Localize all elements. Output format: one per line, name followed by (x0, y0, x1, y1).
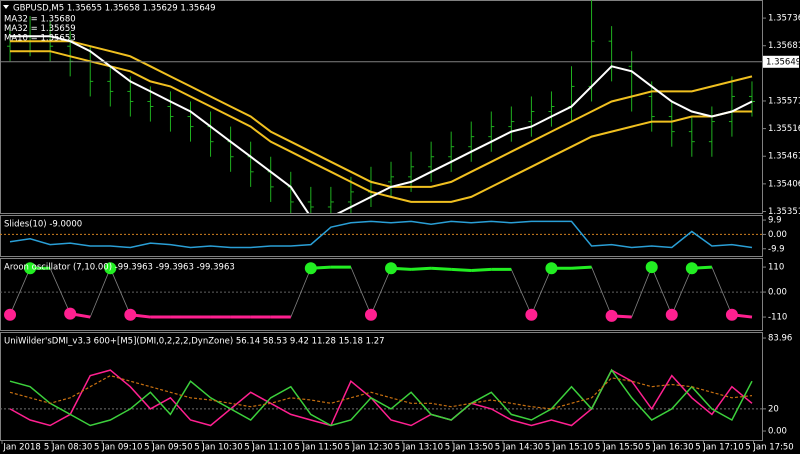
series-line (10, 35, 753, 213)
x-tick-label: 5 Jan 17:10 (695, 443, 743, 453)
y-tick-label: 110 (768, 263, 784, 273)
x-tick-label: 5 Jan 15:10 (545, 443, 593, 453)
y-tick-label: 1.35681 (768, 41, 800, 51)
aroon-dot (525, 308, 538, 321)
current-price-box (763, 55, 799, 68)
pane-plot (7, 0, 755, 213)
x-tick-label: 5 Jan 09:50 (144, 443, 192, 453)
pane-plot (0, 368, 762, 427)
x-tick-label: 5 Jan 17:50 (745, 443, 793, 453)
y-tick-label: 1.35516 (768, 124, 800, 134)
x-tick-label: 5 Jan 15:50 (595, 443, 643, 453)
aroon-segment (571, 265, 592, 270)
aroon-segment (471, 267, 492, 272)
x-tick-label: 5 Jan 2018 (0, 443, 41, 453)
legend-entry: MA32 = 1.35680 (4, 15, 76, 25)
y-tick-label: -9.9 (768, 244, 785, 254)
pane-title: Aroon oscillator (7,10.00) -99.3963 -99.… (4, 263, 235, 273)
aroon-dot (665, 308, 678, 321)
series-line (10, 40, 753, 188)
y-tick-label: 1.35406 (768, 179, 800, 189)
y-tick-label: 1.35461 (768, 152, 800, 162)
aroon-dot (304, 262, 317, 275)
aroon-dot (685, 262, 698, 275)
pane-frame (0, 332, 763, 441)
pane-frame (0, 215, 763, 257)
x-tick-label: 5 Jan 13:10 (395, 443, 443, 453)
aroon-dot (4, 308, 17, 321)
x-tick-label: 5 Jan 09:10 (94, 443, 142, 453)
aroon-dot (104, 262, 117, 275)
chart-header: GBPUSD,M5 1.35655 1.35658 1.35629 1.3564… (13, 4, 216, 14)
pane-frame (0, 0, 763, 214)
x-tick-label: 5 Jan 08:30 (44, 443, 92, 453)
series-line (9, 369, 753, 427)
y-tick-label: 83.96 (768, 334, 792, 344)
x-tick-label: 5 Jan 12:30 (344, 443, 392, 453)
y-tick-label: 0.00 (768, 288, 787, 298)
y-tick-label: 1.35351 (768, 207, 800, 217)
aroon-dot (545, 262, 558, 275)
aroon-dot (725, 308, 738, 321)
y-tick-label: -110 (768, 313, 787, 323)
y-tick-label: 9.9 (768, 216, 782, 226)
aroon-dot (385, 262, 398, 275)
series-line (10, 50, 752, 203)
aroon-segment (451, 267, 472, 272)
y-tick-label: 20 (768, 404, 779, 414)
aroon-dot (64, 307, 77, 320)
pane-frame (0, 258, 763, 331)
aroon-dot (645, 261, 658, 274)
pane-plot (0, 220, 762, 249)
series-line (9, 368, 753, 427)
x-tick-label: 5 Jan 16:30 (645, 443, 693, 453)
y-tick-label: 0.00 (768, 230, 787, 240)
aroon-dot (364, 308, 377, 321)
pane-title: UniWilder'sDMI_v3.3 600+[M5](DMI,0,2,2,2… (4, 337, 385, 347)
x-tick-label: 5 Jan 10:30 (194, 443, 242, 453)
aroon-segment (410, 266, 432, 271)
x-tick-label: 5 Jan 11:10 (244, 443, 292, 453)
series-line (9, 220, 753, 249)
aroon-dot (24, 262, 37, 275)
aroon-dot (605, 309, 618, 322)
pane-title: Slides(10) -9.0000 (4, 220, 82, 230)
aroon-segment (431, 266, 452, 271)
aroon-dot (124, 308, 137, 321)
legend-entry: MA32 = 1.35659 (4, 24, 76, 34)
y-tick-label: 1.35736 (768, 14, 800, 24)
pane-plot (0, 261, 762, 322)
x-tick-label: 5 Jan 14:30 (495, 443, 543, 453)
y-tick-label: 1.35571 (768, 96, 800, 106)
x-tick-label: 5 Jan 11:50 (294, 443, 342, 453)
x-tick-label: 5 Jan 13:50 (445, 443, 493, 453)
y-tick-label: 0.00 (768, 427, 787, 437)
current-price-label: 1.35649 (766, 57, 800, 67)
header-icon (3, 5, 9, 9)
series-line (9, 374, 753, 410)
legend-entry: MA10 = 1.35653 (4, 34, 76, 44)
